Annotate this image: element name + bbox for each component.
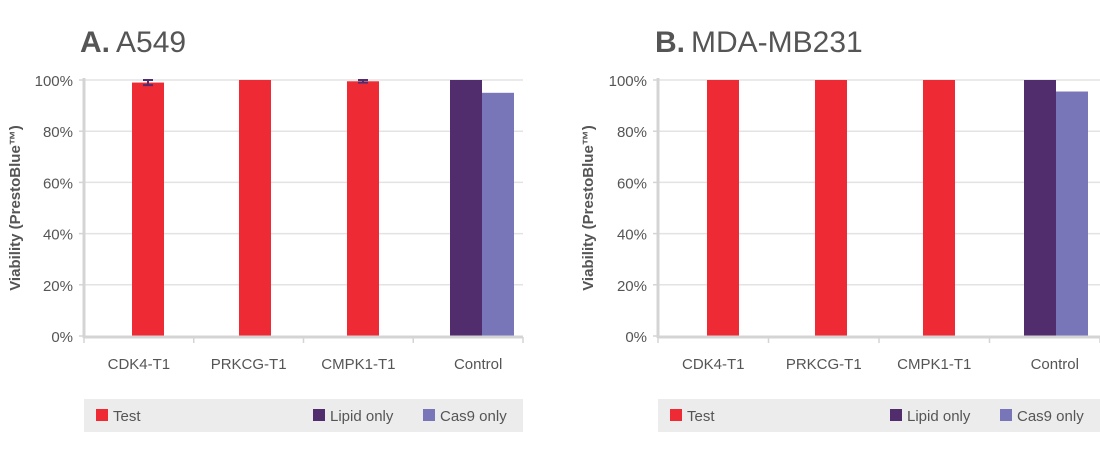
x-tick-label: CMPK1-T1 — [321, 356, 395, 373]
bar-test — [347, 81, 379, 336]
legend-swatch — [96, 409, 108, 421]
y-tick-label: 80% — [617, 124, 647, 141]
bar-lipid-only — [1024, 80, 1056, 336]
y-tick-label: 20% — [617, 278, 647, 295]
legend: Test Lipid only Cas9 only — [658, 399, 1100, 432]
legend: Test Lipid only Cas9 only — [84, 399, 523, 432]
panel-title-text: MDA-MB231 — [691, 26, 863, 59]
legend-label: Lipid only — [907, 408, 971, 425]
x-tick-label: CDK4-T1 — [108, 356, 171, 373]
panel-letter: B. — [655, 26, 685, 59]
legend-item-test: Test — [96, 408, 141, 425]
x-tick-label: Control — [454, 356, 502, 373]
y-tick-label: 100% — [609, 73, 647, 90]
y-axis-label: Viability (PrestoBlue™) — [7, 125, 24, 291]
legend-swatch — [890, 409, 902, 421]
y-tick-label: 60% — [617, 175, 647, 192]
bar-cas9-only — [1056, 91, 1088, 337]
chart-panel-a: A. A549 0% 20% 40% 60% 80% 100% Viability (Prest… — [7, 26, 524, 432]
bar-test — [707, 80, 739, 336]
legend-swatch — [423, 409, 435, 421]
bar-test — [815, 80, 847, 336]
y-tick-label: 0% — [51, 329, 73, 346]
legend-item-cas9-only: Cas9 only — [423, 408, 507, 425]
legend-swatch — [313, 409, 325, 421]
y-tick-label: 20% — [43, 278, 73, 295]
legend-background — [658, 399, 1100, 432]
legend-background — [84, 399, 523, 432]
y-tick-label: 40% — [43, 227, 73, 244]
legend-label: Cas9 only — [440, 408, 507, 425]
y-tick-label: 60% — [43, 175, 73, 192]
x-tick-label: PRKCG-T1 — [211, 356, 287, 373]
panel-title: A. A549 — [80, 26, 186, 59]
legend-item-lipid-only: Lipid only — [313, 408, 394, 425]
y-axis-label: Viability (PrestoBlue™) — [580, 125, 597, 291]
legend-item-lipid-only: Lipid only — [890, 408, 971, 425]
legend-label: Test — [113, 408, 141, 425]
bar-test — [923, 80, 955, 336]
y-tick-label: 80% — [43, 124, 73, 141]
panel-title: B. MDA-MB231 — [655, 26, 863, 59]
x-tick-label: CDK4-T1 — [682, 356, 745, 373]
legend-label: Test — [687, 408, 715, 425]
legend-swatch — [1000, 409, 1012, 421]
y-tick-label: 100% — [35, 73, 73, 90]
legend-item-cas9-only: Cas9 only — [1000, 408, 1084, 425]
y-tick-label: 40% — [617, 227, 647, 244]
legend-label: Cas9 only — [1017, 408, 1084, 425]
bar-cas9-only — [482, 92, 514, 336]
y-tick-label: 0% — [625, 329, 647, 346]
panel-title-text: A549 — [116, 26, 186, 59]
x-tick-label: PRKCG-T1 — [786, 356, 862, 373]
legend-item-test: Test — [670, 408, 715, 425]
bar-test — [239, 80, 271, 336]
x-tick-label: CMPK1-T1 — [897, 356, 971, 373]
legend-label: Lipid only — [330, 408, 394, 425]
chart-panel-b: B. MDA-MB231 0% 20% 40% 60% 80% 100% Viability (… — [580, 26, 1100, 432]
legend-swatch — [670, 409, 682, 421]
panel-letter: A. — [80, 26, 110, 59]
bar-test — [132, 82, 164, 336]
x-tick-label: Control — [1031, 356, 1079, 373]
bar-lipid-only — [450, 80, 482, 336]
